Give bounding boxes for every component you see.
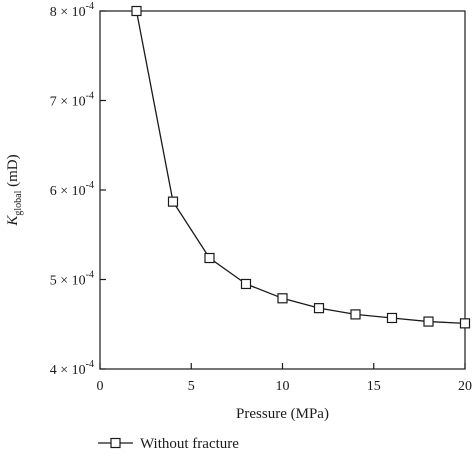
y-axis-label-symbol: K	[5, 215, 21, 227]
y-tick-label: 8 × 10-4	[50, 1, 94, 20]
data-point	[277, 293, 288, 304]
y-axis: 4 × 10-4 5 × 10-4 6 × 10-4 7 × 10-4 8 × 10-4	[50, 1, 106, 378]
y-tick-label: 6 × 10-4	[50, 180, 94, 199]
x-tick-label: 15	[367, 379, 381, 394]
y-tick-label: 7 × 10-4	[50, 91, 94, 110]
series-layer	[131, 5, 471, 329]
x-tick-label: 20	[458, 379, 472, 394]
plot-area	[99, 10, 466, 370]
data-point	[459, 318, 471, 329]
y-axis-label: Kglobal (mD)	[5, 154, 24, 226]
data-point	[313, 303, 325, 314]
y-axis-label-unit: (mD)	[5, 154, 21, 190]
legend-marker	[110, 437, 121, 449]
legend: Without fracture	[98, 436, 239, 452]
data-point	[167, 196, 179, 207]
data-point	[204, 252, 215, 264]
y-tick-label: 4 × 10-4	[50, 359, 94, 378]
data-point	[350, 309, 361, 320]
data-point	[423, 316, 434, 327]
data-point	[386, 312, 398, 324]
plot-frame	[99, 10, 466, 370]
data-point	[240, 278, 252, 290]
series-line	[135, 10, 466, 325]
legend-label: Without fracture	[140, 436, 239, 452]
x-tick-label: 0	[97, 379, 104, 394]
y-tick-label: 5 × 10-4	[50, 270, 94, 289]
x-axis: 0 5 10 15 20	[97, 363, 472, 394]
x-axis-label: Pressure (MPa)	[236, 406, 329, 422]
x-tick-label: 10	[276, 379, 290, 394]
data-point	[131, 5, 142, 17]
x-tick-label: 5	[188, 379, 195, 394]
y-axis-label-subscript: global	[13, 190, 24, 215]
